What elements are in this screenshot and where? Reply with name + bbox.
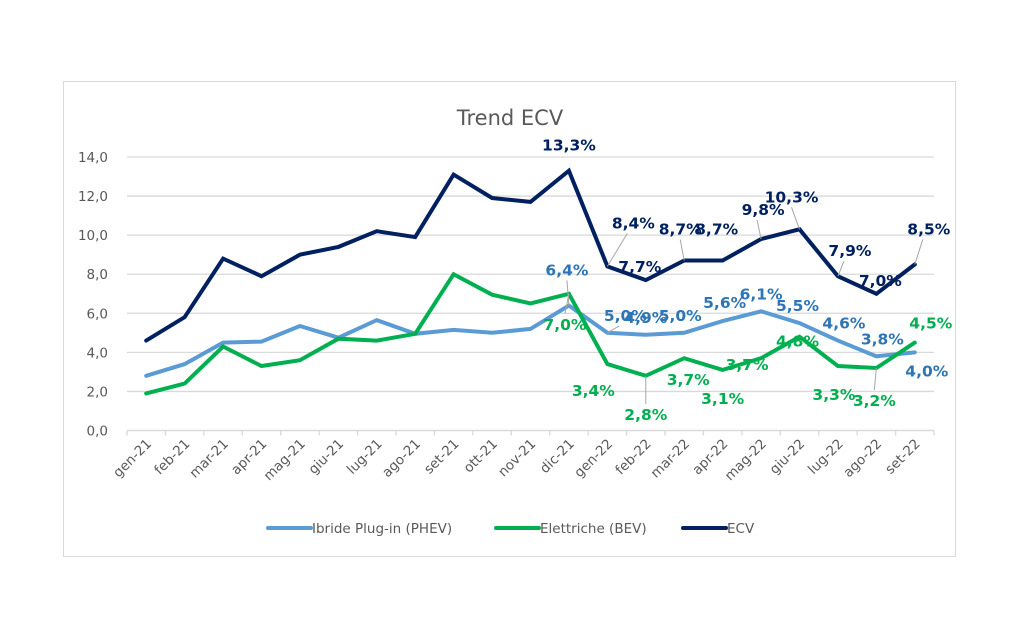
legend: Ibride Plug-in (PHEV) Elettriche (BEV) ECV <box>266 521 755 537</box>
x-tick-label: lug-22 <box>805 436 847 478</box>
x-tick-label: gen-21 <box>110 436 155 481</box>
leader-line <box>873 367 877 391</box>
y-tick-label: 10,0 <box>78 228 108 244</box>
data-label: 10,3% <box>765 188 819 206</box>
leader-line <box>566 280 570 306</box>
x-tick-label: mar-21 <box>187 436 232 481</box>
y-tick-label: 6,0 <box>87 306 108 322</box>
x-tick-label: lug-21 <box>344 436 386 478</box>
data-label: 5,0% <box>659 307 702 325</box>
data-label: 3,8% <box>861 330 904 348</box>
data-label: 3,4% <box>572 382 615 400</box>
data-label: 4,5% <box>909 315 952 333</box>
x-tick-label: nov-21 <box>495 436 539 480</box>
leader-line <box>837 260 845 277</box>
leader-line <box>791 207 800 230</box>
data-label: 3,7% <box>667 371 710 389</box>
x-tick-label: mar-22 <box>648 436 693 481</box>
data-label: 9,8% <box>742 201 785 219</box>
data-label: 5,0% <box>604 307 647 325</box>
y-tick-label: 12,0 <box>78 189 108 205</box>
data-label: 8,4% <box>612 214 655 232</box>
x-tick-label: giu-22 <box>767 436 809 478</box>
data-label: 5,5% <box>776 297 819 315</box>
data-label: 4,0% <box>905 362 948 380</box>
data-label: 13,3% <box>542 137 596 155</box>
data-label: 4,6% <box>822 315 865 333</box>
x-tick-label: ott-21 <box>461 436 501 476</box>
leader-line <box>606 233 628 267</box>
y-tick-label: 14,0 <box>78 150 108 166</box>
series-lines <box>144 167 917 396</box>
leader-line <box>914 239 924 265</box>
y-tick-label: 8,0 <box>87 267 108 283</box>
x-tick-label: mag-21 <box>261 436 309 484</box>
data-label: 3,3% <box>812 386 855 404</box>
series-line-1 <box>144 271 917 396</box>
y-tick-label: 0,0 <box>87 424 108 440</box>
data-label: 6,1% <box>740 285 783 303</box>
data-label: 6,4% <box>545 261 588 279</box>
data-labels: 6,4%5,0%4,9%5,0%5,6%6,1%5,5%4,6%3,8%4,0%… <box>542 137 953 424</box>
x-tick-label: set-22 <box>882 436 923 477</box>
data-label: 4,9% <box>624 309 667 327</box>
y-tick-label: 2,0 <box>87 384 108 400</box>
gridlines <box>127 156 934 393</box>
series-line-2 <box>144 167 917 343</box>
data-label: 2,8% <box>624 406 667 424</box>
data-label: 8,7% <box>659 221 702 239</box>
x-tick-label: set-21 <box>421 436 462 477</box>
x-tick-label: giu-21 <box>306 436 348 478</box>
x-tick-label: mag-22 <box>722 436 770 484</box>
data-label: 8,7% <box>695 221 738 239</box>
legend-label-1: Elettriche (BEV) <box>540 521 647 537</box>
chart-title: Trend ECV <box>456 106 564 130</box>
leader-line <box>607 325 620 334</box>
leader-line <box>679 239 685 261</box>
data-label: 7,7% <box>618 258 661 276</box>
data-label: 5,6% <box>703 294 746 312</box>
series-line-0 <box>144 303 917 378</box>
x-tick-label: ago-21 <box>379 436 424 481</box>
data-label: 3,1% <box>701 390 744 408</box>
x-axis: gen-21feb-21mar-21apr-21mag-21giu-21lug-… <box>110 429 935 484</box>
data-label: 3,2% <box>853 392 896 410</box>
data-label: 7,0% <box>859 272 902 290</box>
x-tick-label: ago-22 <box>840 436 885 481</box>
legend-label-0: Ibride Plug-in (PHEV) <box>312 521 452 537</box>
y-axis: 0,0 2,0 4,0 6,0 8,0 10,0 12,0 14,0 <box>78 150 108 440</box>
leader-line <box>564 293 570 314</box>
data-label: 8,5% <box>907 220 950 238</box>
data-label: 7,9% <box>828 242 871 260</box>
chart-frame <box>63 81 956 557</box>
leader-lines <box>564 207 924 404</box>
data-label: 4,8% <box>776 333 819 351</box>
leader-line <box>756 219 762 240</box>
y-tick-label: 4,0 <box>87 345 108 361</box>
legend-label-2: ECV <box>727 521 755 537</box>
data-label: 7,0% <box>543 316 586 334</box>
x-tick-label: gen-22 <box>571 436 616 481</box>
data-label: 3,7% <box>726 356 769 374</box>
